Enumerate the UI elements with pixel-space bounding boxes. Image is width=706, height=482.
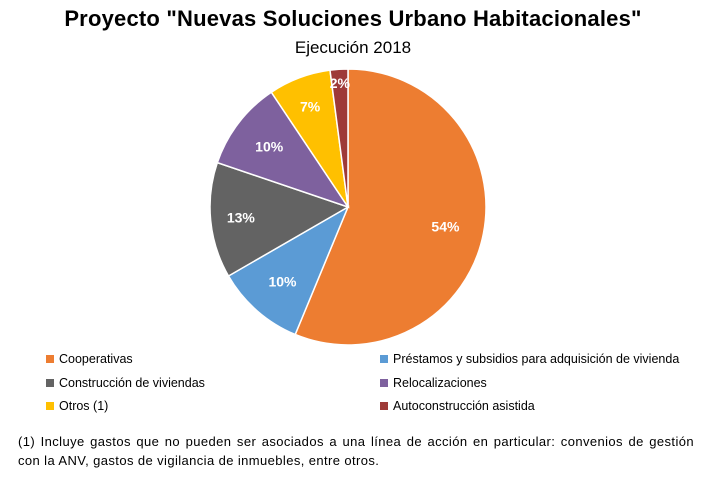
legend-swatch-relocalizaciones <box>380 379 388 387</box>
legend-item-relocalizaciones: Relocalizaciones <box>380 376 487 390</box>
legend-label: Otros (1) <box>59 399 109 413</box>
legend-item-prestamos: Préstamos y subsidios para adquisición d… <box>380 352 679 366</box>
legend-swatch-cooperativas <box>46 355 54 363</box>
legend-item-otros: Otros (1) <box>46 399 108 413</box>
legend-item-construccion: Construcción de viviendas <box>46 376 205 390</box>
data-label-prestamos: 10% <box>268 274 297 290</box>
legend-label: Préstamos y subsidios para adquisición d… <box>393 352 680 366</box>
data-label-relocalizaciones: 10% <box>255 139 284 155</box>
data-label-construccion: 13% <box>227 210 256 226</box>
legend-item-autoconstruccion: Autoconstrucción asistida <box>380 399 535 413</box>
legend-swatch-otros <box>46 402 54 410</box>
pie-slice-relocalizaciones <box>216 91 350 209</box>
pie-slice-construccion <box>209 161 350 278</box>
pie-slice-cooperativas <box>294 68 487 346</box>
data-label-autoconstruccion: 2% <box>330 75 351 91</box>
data-label-otros: 7% <box>300 98 321 114</box>
data-label-cooperativas: 54% <box>431 218 460 234</box>
chart-subtitle: Ejecución 2018 <box>294 38 412 57</box>
legend-swatch-autoconstruccion <box>380 402 388 410</box>
legend-swatch-construccion <box>46 379 54 387</box>
legend-item-cooperativas: Cooperativas <box>46 352 133 366</box>
legend-label: Construcción de viviendas <box>59 376 205 390</box>
pie-slice-prestamos <box>227 205 350 336</box>
chart-title: Proyecto "Nuevas Soluciones Urbano Habit… <box>64 6 642 31</box>
pie-chart: 54% 10% 13% 10% 7% 2% <box>209 68 487 346</box>
pie-slice-autoconstruccion <box>329 68 349 208</box>
legend-label: Relocalizaciones <box>393 376 487 390</box>
footnote: (1) Incluye gastos que no pueden ser aso… <box>18 434 694 468</box>
legend-label: Cooperativas <box>59 352 133 366</box>
legend-label: Autoconstrucción asistida <box>393 399 535 413</box>
legend-swatch-prestamos <box>380 355 388 363</box>
